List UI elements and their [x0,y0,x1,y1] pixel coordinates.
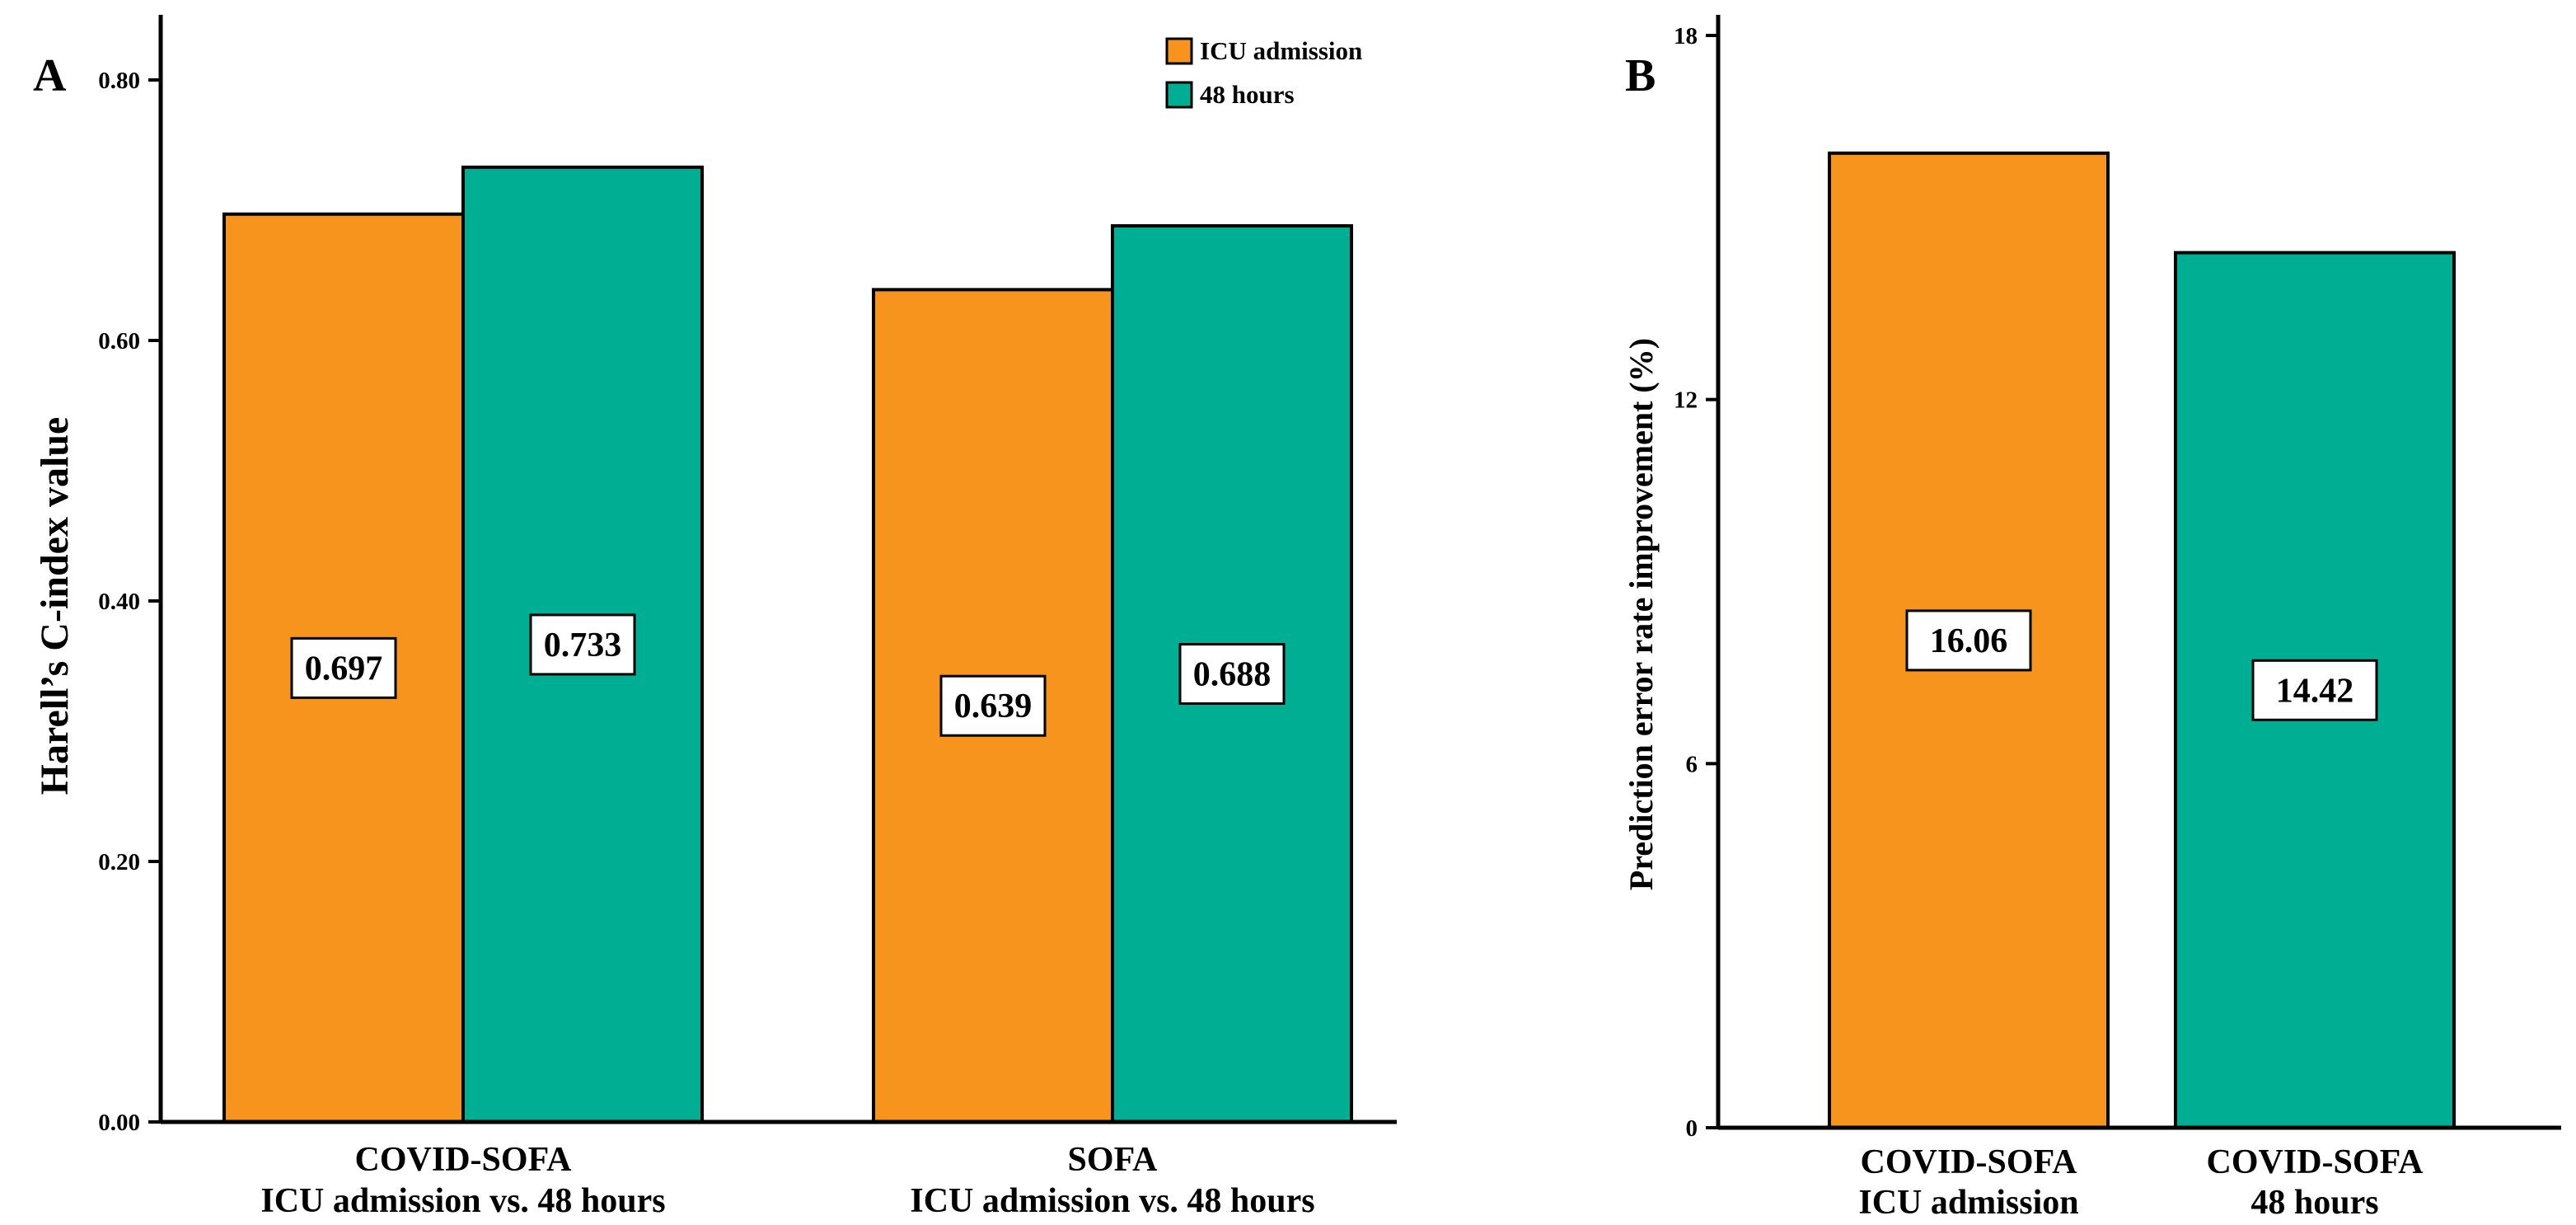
y-tick-label-0: 0 [1686,1115,1698,1142]
panel-a-y-axis: 0.00 0.20 0.40 0.60 0.80 [98,68,161,1136]
y-tick-label-6: 6 [1686,751,1698,777]
data-label: 0.639 [954,688,1033,725]
data-label: 0.688 [1193,655,1272,693]
panel-b-axes [1716,15,2561,1130]
x-tick-label-line1: COVID-SOFA [2207,1143,2424,1181]
y-tick-label-0-40: 0.40 [98,589,140,615]
data-label-box [290,636,397,699]
panel-b-chart: B Prediction error rate improvement (%) … [1623,15,2561,1222]
panel-a-legend: ICU admission 48 hours [1165,36,1362,109]
data-label: 0.733 [544,627,622,664]
x-tick-label-line2: 48 hours [2250,1184,2378,1222]
y-tick-label-0-20: 0.20 [98,849,140,875]
legend-label-48-hours: 48 hours [1200,80,1295,109]
legend-swatch-48-hours [1165,81,1193,109]
y-tick-label-0-60: 0.60 [98,328,140,354]
x-tick-label-line1: COVID-SOFA [1861,1143,2078,1181]
x-tick-label-line2: ICU admission vs. 48 hours [910,1182,1314,1220]
x-tick-label-line2: ICU admission vs. 48 hours [260,1182,665,1220]
y-tick-label-0-00: 0.00 [98,1110,140,1136]
x-tick-label-line1: COVID-SOFA [355,1141,573,1179]
panel-a-y-axis-title: Harell’s C-index value [33,417,77,796]
data-label-box [1178,642,1286,705]
panel-a-label: A [33,50,67,101]
panel-b-bars: 16.06 14.42 [1828,151,2456,1130]
y-tick-label-0-80: 0.80 [98,68,140,94]
panel-a-chart: A Harell’s C-index value 0.00 0.20 0.40 0.6… [33,15,1397,1220]
data-label: 0.697 [305,650,383,688]
legend-label-icu-admission: ICU admission [1200,36,1362,65]
x-tick-label-line2: ICU admission [1858,1184,2078,1222]
x-tick-label-line1: SOFA [1068,1141,1159,1179]
data-label: 14.42 [2276,672,2354,710]
panel-a-bars: 0.697 0.733 0.639 0.688 [222,165,1353,1124]
y-tick-label-18: 18 [1674,23,1698,49]
panel-b-y-axis-title: Prediction error rate improvement (%) [1623,338,1660,890]
panel-b-y-axis: 0 6 12 18 [1674,23,1718,1142]
panel-a-axes [158,15,1397,1124]
panel-b-label: B [1625,50,1656,101]
data-label: 16.06 [1930,622,2008,660]
data-label-box [2251,659,2378,721]
legend-swatch-icu-admission [1165,37,1193,65]
data-label-box [1905,609,2032,672]
data-label-box [529,613,636,676]
y-tick-label-12: 12 [1674,387,1698,414]
data-label-box [939,674,1047,737]
